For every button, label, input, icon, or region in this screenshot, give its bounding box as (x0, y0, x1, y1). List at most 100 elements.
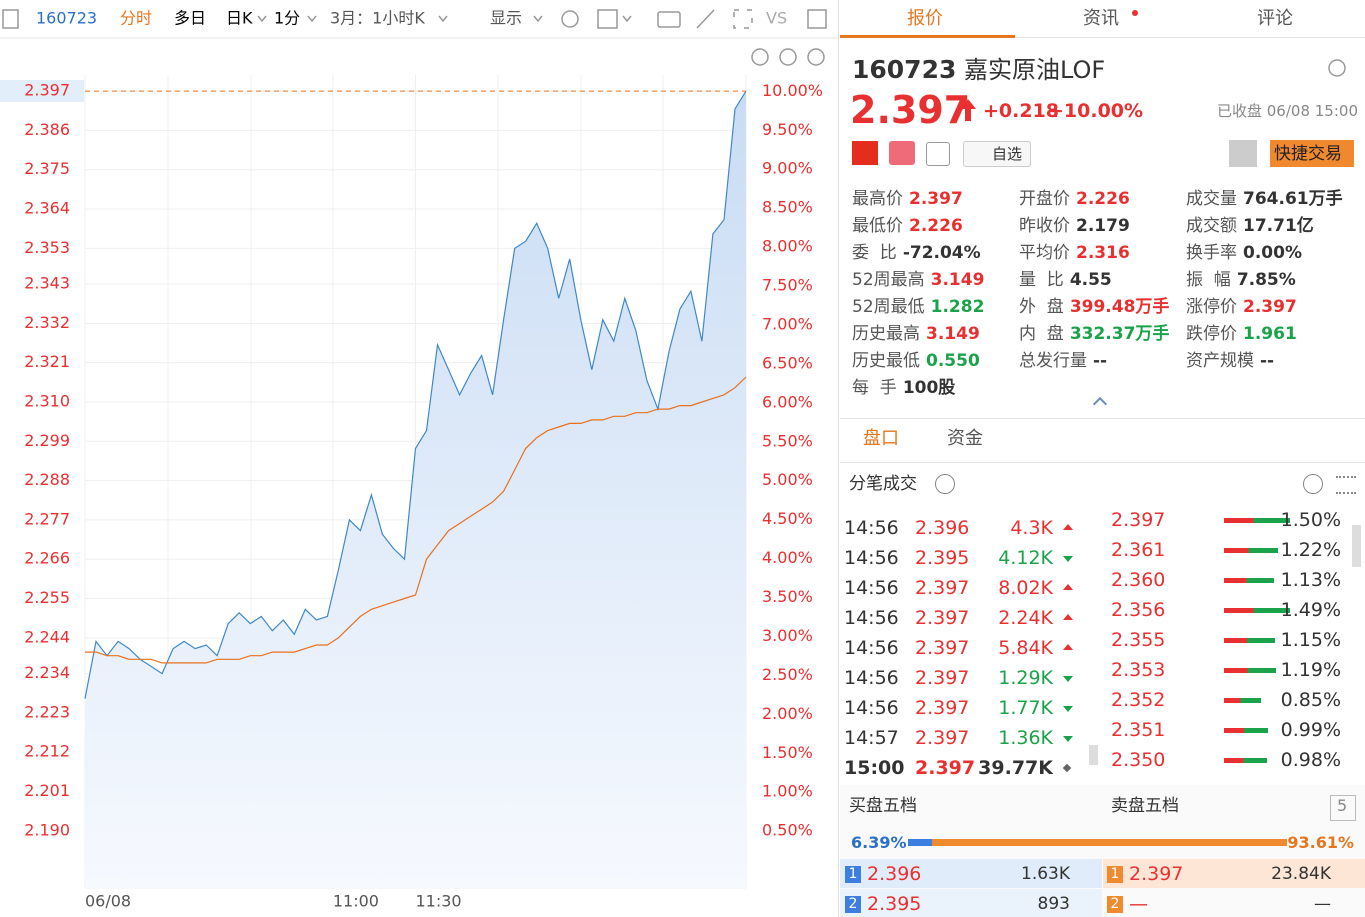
book-volume: — (1314, 894, 1331, 914)
y2-tick-label: 0.50% (762, 821, 813, 840)
dist-bar (1224, 668, 1277, 673)
stat-value: -- (1093, 351, 1108, 371)
trade-time: 14:56 (844, 667, 899, 689)
sell-ratio: 93.61% (1287, 833, 1354, 852)
display-select[interactable]: 显示 (490, 9, 522, 28)
stat-label: 总发行量 (1019, 351, 1087, 371)
info-icon[interactable] (935, 474, 955, 494)
dist-pct: 1.19% (1280, 659, 1341, 681)
reset-icon[interactable] (751, 48, 769, 66)
level-badge: 1 (845, 866, 861, 883)
book-price: 2.395 (867, 893, 922, 915)
stat: 换手率 0.00% (1186, 241, 1302, 265)
stat-value: -72.04% (902, 243, 981, 263)
stat-label: 换手率 (1186, 243, 1237, 263)
flag-icon[interactable] (852, 141, 878, 165)
y-tick-label: 2.266 (24, 549, 70, 568)
level-badge: 1 (1107, 866, 1123, 883)
stat-value: 1.282 (930, 297, 985, 317)
more-icon[interactable] (1303, 474, 1323, 494)
alert-button[interactable] (1229, 140, 1257, 167)
range-select[interactable]: 3月：1小时K (330, 9, 425, 28)
trade-volume: 1.77K (998, 697, 1053, 719)
stat: 成交额 17.71亿 (1186, 214, 1314, 238)
y-tick-label: 2.288 (24, 470, 70, 489)
trade-price: 2.397 (915, 757, 976, 779)
trade-volume: 4.12K (998, 547, 1053, 569)
chevron (257, 15, 267, 23)
change-pct: +10.00% (1048, 100, 1144, 122)
stat-label: 内 盘 (1019, 324, 1064, 344)
stat-label: 成交额 (1186, 216, 1237, 236)
trade-volume: 5.84K (998, 637, 1053, 659)
trade-button[interactable]: 快捷交易 (1274, 144, 1342, 164)
list-icon[interactable] (1336, 476, 1356, 494)
stock-name: 嘉实原油LOF (964, 56, 1106, 84)
panel-tab[interactable]: 盘口 (863, 428, 899, 449)
trade-price: 2.397 (915, 607, 970, 629)
tab[interactable]: 报价 (907, 8, 943, 29)
dist-bar (1224, 578, 1274, 583)
levels[interactable]: 5 (1337, 796, 1348, 815)
stat: 最低价 2.226 (852, 214, 963, 238)
pencil-icon[interactable] (696, 9, 715, 29)
y2-tick-label: 8.50% (762, 198, 813, 217)
zoom-in-icon[interactable] (807, 48, 825, 66)
tab-underline (840, 35, 1015, 38)
price-area (85, 91, 746, 889)
collapse-icon[interactable] (1092, 396, 1108, 412)
expand-icon[interactable] (733, 9, 753, 29)
scrollbar[interactable] (1089, 745, 1098, 765)
stat-value: 764.61万手 (1243, 189, 1343, 209)
tab[interactable]: 评论 (1257, 8, 1293, 29)
stock-code: 160723 (852, 55, 957, 84)
mode-tab[interactable]: 多日 (174, 9, 206, 28)
dist-bar (1224, 548, 1278, 553)
mode-tab[interactable]: 1分 (274, 9, 300, 28)
stat-label: 量 比 (1019, 270, 1064, 290)
stat: 委 比 -72.04% (852, 241, 981, 265)
trade-price: 2.397 (915, 697, 970, 719)
note-icon[interactable] (926, 142, 950, 166)
sidebar-icon[interactable] (2, 9, 19, 29)
panel-tab[interactable]: 资金 (947, 428, 983, 449)
stat-label: 委 比 (852, 243, 897, 263)
stat: 52周最高 3.149 (852, 268, 984, 292)
panel-icon[interactable] (807, 9, 827, 29)
mode-tab[interactable]: 分时 (120, 9, 152, 28)
y2-tick-label: 10.00% (762, 81, 823, 100)
watch-button[interactable]: 自选 (992, 145, 1023, 163)
y2-tick-label: 5.50% (762, 431, 813, 450)
buy-row-bg (840, 859, 1102, 888)
y-tick-label: 2.212 (24, 742, 70, 761)
settings-icon[interactable] (561, 10, 579, 28)
stat-value: 3.149 (930, 270, 985, 290)
divider (840, 462, 1365, 463)
zoom-out-icon[interactable] (779, 48, 797, 66)
y2-tick-label: 5.00% (762, 470, 813, 489)
checkbox-icon[interactable] (597, 9, 618, 29)
direction-icon (1063, 676, 1073, 682)
divider (840, 418, 1365, 419)
watch-button-bg[interactable] (963, 141, 1031, 167)
stat: 每 手 100股 (852, 376, 955, 400)
mode-tab[interactable]: 日K (226, 9, 253, 28)
camera-icon[interactable] (657, 11, 681, 28)
direction-icon (1063, 556, 1073, 562)
y-tick-label: 2.364 (24, 199, 70, 218)
y-tick-label: 2.255 (24, 588, 70, 607)
stat: 52周最低 1.282 (852, 295, 984, 319)
trade-price: 2.397 (915, 667, 970, 689)
tab[interactable]: 资讯 (1083, 8, 1119, 29)
compare-button[interactable]: VS (766, 9, 787, 28)
price-highlight (0, 80, 84, 102)
stat-value: 7.85% (1236, 270, 1296, 290)
dist-pct: 0.99% (1280, 719, 1341, 741)
scrollbar[interactable] (1352, 525, 1361, 567)
settings-icon[interactable] (1325, 56, 1349, 80)
trade-button-bg[interactable] (1270, 140, 1354, 167)
levels-box[interactable] (1330, 795, 1356, 821)
flash-icon[interactable] (889, 141, 915, 165)
trade-time: 14:57 (844, 727, 899, 749)
direction-icon (1063, 584, 1073, 590)
